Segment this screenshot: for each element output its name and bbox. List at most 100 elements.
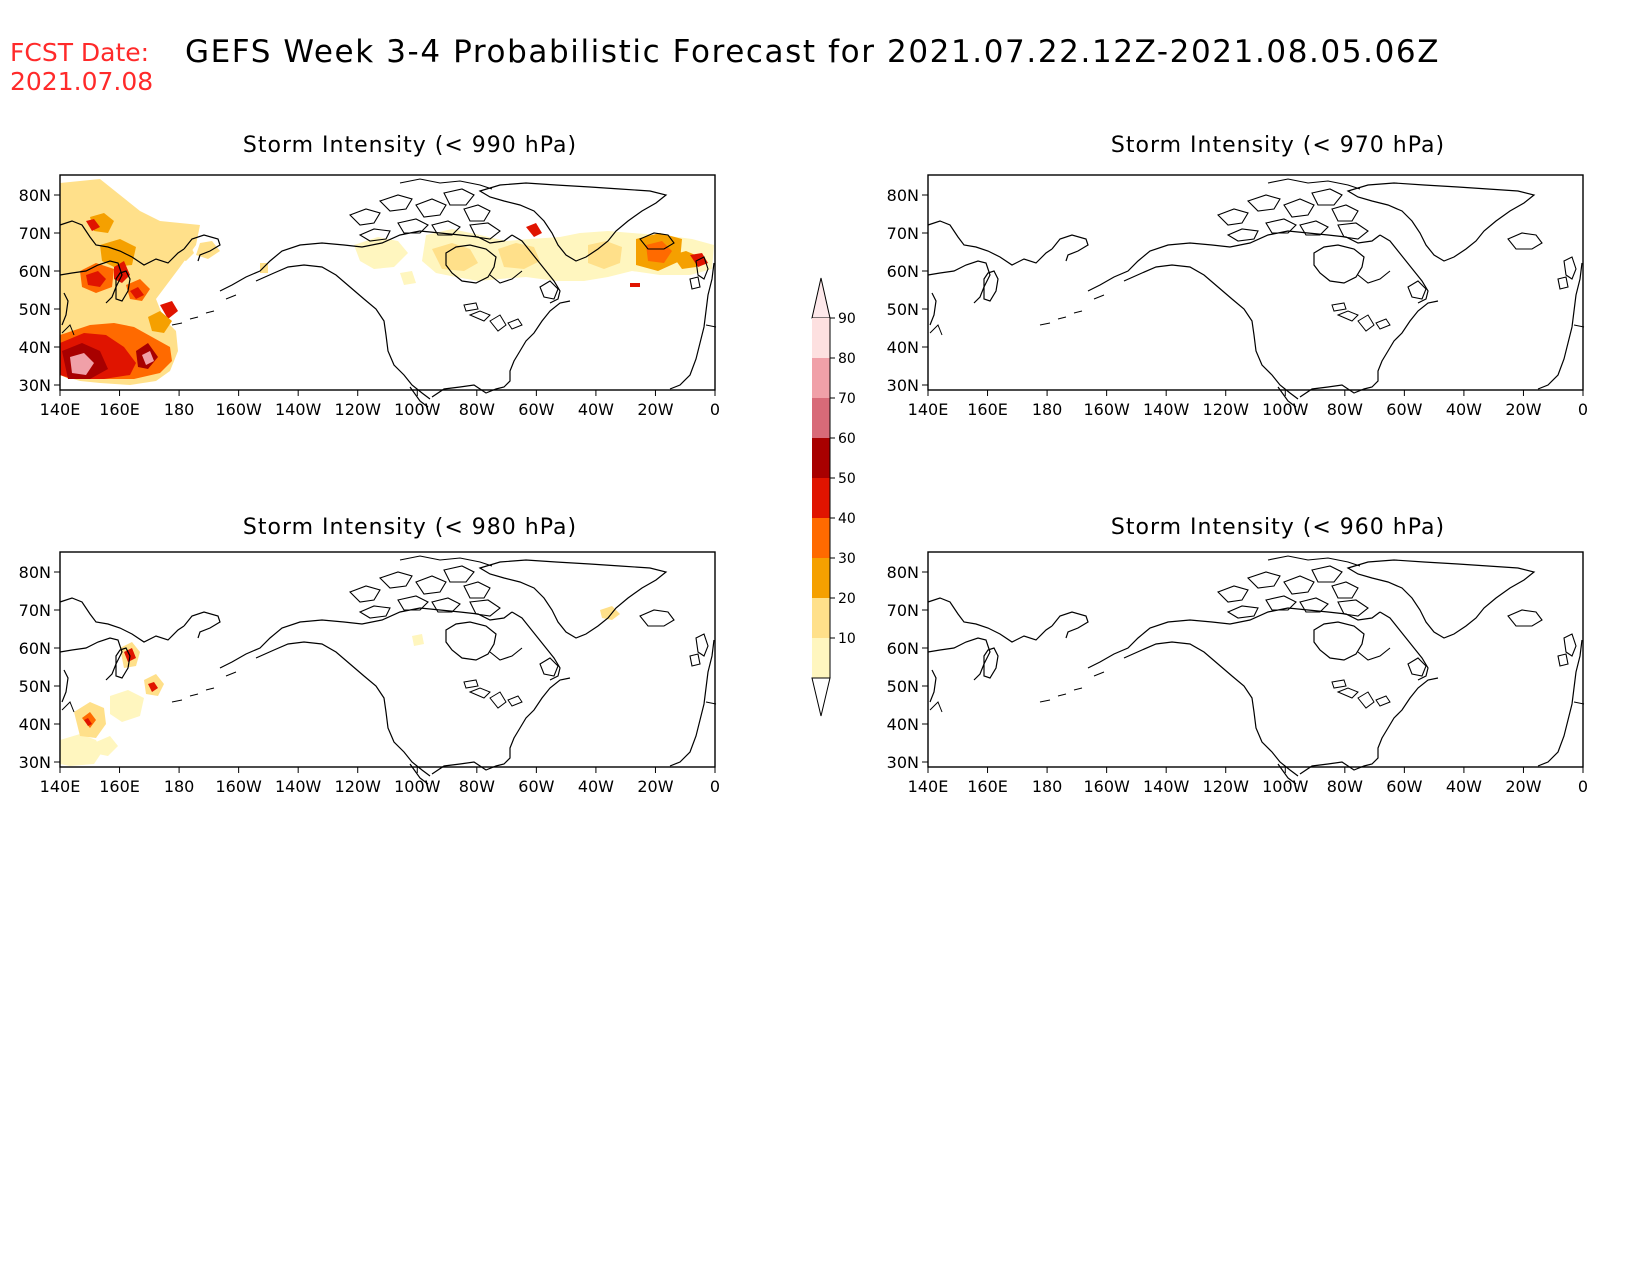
colorbar-label: 90 [838, 311, 856, 327]
lat-label-970: 30N [887, 376, 919, 395]
lon-label-970: 140E [908, 400, 949, 419]
lon-label-970: 60W [1386, 400, 1422, 419]
lon-label-970: 0 [1578, 400, 1588, 419]
lon-label-970: 160E [967, 400, 1008, 419]
lat-label-990: 50N [19, 300, 51, 319]
map-frame-970 [927, 174, 1584, 391]
forecast-date-block: FCST Date: 2021.07.08 [10, 38, 153, 96]
colorbar-swatch [812, 518, 830, 558]
colorbar-label: 60 [838, 431, 856, 447]
lon-label-960: 80W [1327, 777, 1363, 796]
colorbar-legend: 90 80 70 60 50 40 30 20 10 [811, 277, 856, 717]
lat-label-980: 50N [19, 677, 51, 696]
map-frame-980 [59, 551, 716, 768]
colorbar-swatch [812, 638, 830, 678]
probability-shading-990 [60, 179, 714, 385]
lat-label-990: 70N [19, 224, 51, 243]
lat-label-980: 30N [19, 753, 51, 772]
colorbar-swatch [812, 358, 830, 398]
coastline-980 [59, 555, 717, 785]
lon-label-960: 180 [1032, 777, 1063, 796]
colorbar-swatch [812, 438, 830, 478]
forecast-date-value: 2021.07.08 [10, 67, 154, 96]
lon-label-980: 40W [578, 777, 614, 796]
lat-label-980: 40N [19, 715, 51, 734]
lon-label-960: 100W [1262, 777, 1309, 796]
colorbar-label: 30 [838, 551, 856, 567]
colorbar-label: 40 [838, 511, 856, 527]
lat-label-970: 70N [887, 224, 919, 243]
lon-label-980: 0 [710, 777, 720, 796]
colorbar-bottom-arrow [811, 677, 831, 717]
lon-label-980: 100W [394, 777, 441, 796]
lon-label-990: 0 [710, 400, 720, 419]
lat-label-960: 70N [887, 601, 919, 620]
panel-title-980: Storm Intensity (< 980 hPa) [242, 515, 578, 540]
lon-label-960: 120W [1203, 777, 1250, 796]
lon-label-980: 80W [459, 777, 495, 796]
lon-label-990: 20W [637, 400, 673, 419]
lat-label-990: 80N [19, 186, 51, 205]
lon-label-990: 140E [40, 400, 81, 419]
lon-label-970: 180 [1032, 400, 1063, 419]
lat-label-960: 30N [887, 753, 919, 772]
panel-title-960: Storm Intensity (< 960 hPa) [1110, 515, 1446, 540]
lon-label-980: 160E [99, 777, 140, 796]
colorbar-label: 50 [838, 471, 856, 487]
lon-label-980: 20W [637, 777, 673, 796]
colorbar-swatch [812, 478, 830, 518]
coastline-970 [927, 178, 1585, 408]
lon-label-990: 160W [215, 400, 262, 419]
lat-label-960: 50N [887, 677, 919, 696]
lon-label-980: 140E [40, 777, 81, 796]
lon-label-990: 40W [578, 400, 614, 419]
panel-title-990: Storm Intensity (< 990 hPa) [242, 133, 578, 158]
coastline-960 [927, 555, 1585, 785]
lat-label-980: 70N [19, 601, 51, 620]
lon-label-990: 60W [518, 400, 554, 419]
lon-label-960: 160W [1083, 777, 1130, 796]
lon-label-960: 140W [1143, 777, 1190, 796]
map-panel-960 [927, 551, 1585, 785]
colorbar-label: 10 [838, 631, 856, 647]
colorbar-top-arrow [811, 277, 831, 319]
lat-label-990: 60N [19, 262, 51, 281]
lon-label-990: 100W [394, 400, 441, 419]
colorbar-label: 80 [838, 351, 856, 367]
lon-label-970: 80W [1327, 400, 1363, 419]
lon-label-980: 160W [215, 777, 262, 796]
lat-label-990: 30N [19, 376, 51, 395]
forecast-date-label: FCST Date: [10, 38, 150, 67]
lat-label-970: 60N [887, 262, 919, 281]
lat-label-960: 60N [887, 639, 919, 658]
colorbar-swatch [812, 318, 830, 358]
lat-label-970: 40N [887, 338, 919, 357]
map-panel-970 [927, 174, 1585, 408]
lon-label-960: 20W [1505, 777, 1541, 796]
map-panel-980 [59, 551, 717, 785]
colorbar-swatch [812, 598, 830, 638]
lon-label-980: 120W [335, 777, 382, 796]
panel-title-970: Storm Intensity (< 970 hPa) [1110, 133, 1446, 158]
lat-label-980: 80N [19, 563, 51, 582]
lon-label-960: 60W [1386, 777, 1422, 796]
lat-label-980: 60N [19, 639, 51, 658]
lon-label-980: 140W [275, 777, 322, 796]
lat-label-960: 40N [887, 715, 919, 734]
lon-label-970: 140W [1143, 400, 1190, 419]
lon-label-960: 140E [908, 777, 949, 796]
lon-label-980: 60W [518, 777, 554, 796]
page-title: GEFS Week 3-4 Probabilistic Forecast for… [185, 34, 1441, 70]
lon-label-970: 120W [1203, 400, 1250, 419]
lon-label-990: 180 [164, 400, 195, 419]
lat-label-960: 80N [887, 563, 919, 582]
lon-label-970: 160W [1083, 400, 1130, 419]
map-panel-990 [59, 174, 717, 408]
lon-label-990: 120W [335, 400, 382, 419]
lon-label-970: 20W [1505, 400, 1541, 419]
lon-label-990: 140W [275, 400, 322, 419]
lat-label-970: 80N [887, 186, 919, 205]
lon-label-970: 40W [1446, 400, 1482, 419]
lon-label-990: 80W [459, 400, 495, 419]
map-frame-960 [927, 551, 1584, 768]
